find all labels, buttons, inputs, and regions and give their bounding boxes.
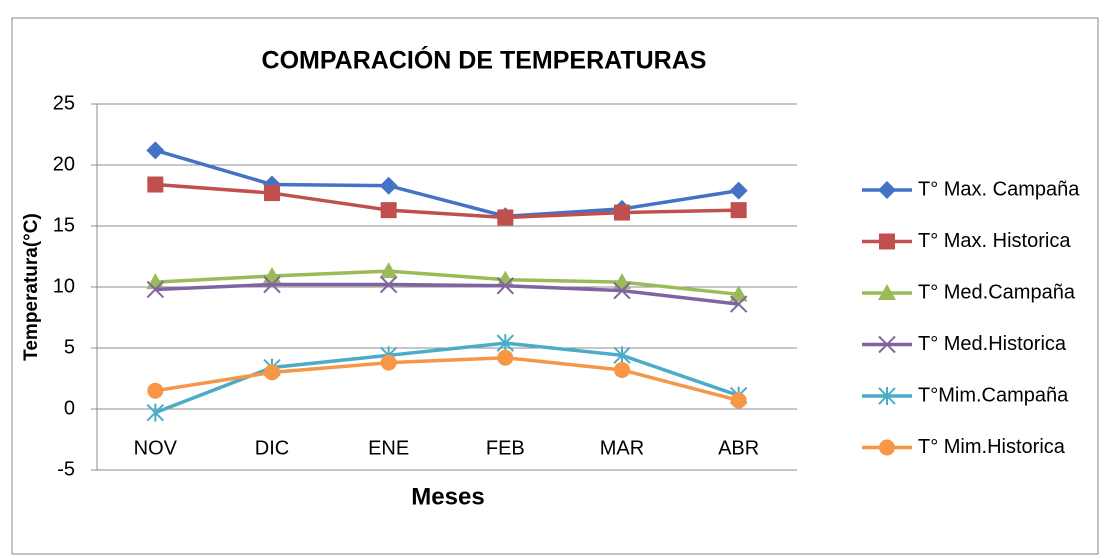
- marker: [878, 181, 896, 199]
- marker: [146, 403, 165, 422]
- marker: [147, 382, 164, 399]
- y-tick-label: 0: [64, 397, 75, 419]
- legend-label: T° Max. Campaña: [918, 178, 1080, 200]
- marker: [613, 346, 631, 365]
- marker: [497, 209, 514, 226]
- y-tick-label: 25: [53, 92, 75, 114]
- y-tick-label: 15: [53, 214, 75, 236]
- series-line: [155, 356, 740, 403]
- x-tick-label: ENE: [368, 437, 409, 459]
- x-axis-title: Meses: [411, 483, 484, 510]
- marker: [496, 277, 515, 295]
- x-tick-label: FEB: [486, 437, 525, 459]
- marker: [379, 275, 398, 294]
- series-line: [155, 269, 739, 297]
- marker: [264, 185, 280, 202]
- chart-title: COMPARACIÓN DE TEMPERATURAS: [262, 45, 707, 75]
- marker: [614, 204, 630, 221]
- legend-label: T°Mim.Campaña: [918, 384, 1069, 406]
- x-tick-label: ABR: [718, 437, 759, 459]
- marker: [263, 275, 281, 294]
- y-axis-title: Temperatura(°C): [21, 213, 42, 361]
- marker: [147, 176, 164, 193]
- marker: [496, 334, 515, 353]
- marker: [879, 233, 895, 250]
- legend-label: T° Mim.Historica: [918, 436, 1066, 458]
- legend-label: T° Max. Historica: [918, 230, 1071, 252]
- marker: [614, 361, 630, 378]
- marker: [379, 262, 398, 279]
- marker: [380, 354, 397, 371]
- marker: [730, 202, 747, 219]
- series-line: [154, 148, 739, 219]
- x-tick-label: NOV: [134, 437, 178, 459]
- marker: [878, 284, 896, 300]
- y-tick-label: 5: [64, 336, 75, 358]
- x-tick-label: MAR: [600, 437, 644, 459]
- marker: [729, 285, 748, 302]
- marker: [729, 295, 748, 313]
- marker: [497, 349, 514, 366]
- marker: [729, 181, 748, 200]
- marker: [878, 387, 896, 405]
- marker: [146, 141, 165, 160]
- legend-label: T° Med.Campaña: [918, 281, 1076, 303]
- marker: [379, 176, 398, 195]
- y-tick-label: 10: [53, 275, 75, 297]
- marker: [730, 392, 747, 409]
- marker: [146, 280, 165, 299]
- chart-border: [11, 17, 1099, 555]
- marker: [878, 335, 896, 354]
- series-line: [155, 282, 739, 306]
- marker: [613, 281, 631, 300]
- marker: [264, 364, 280, 381]
- y-tick-label: 20: [53, 153, 75, 175]
- marker: [879, 439, 895, 456]
- legend-label: T° Med.Historica: [918, 333, 1067, 355]
- marker: [380, 202, 397, 219]
- series-line: [155, 182, 739, 220]
- y-tick-label: -5: [57, 458, 75, 480]
- x-tick-label: DIC: [255, 437, 289, 459]
